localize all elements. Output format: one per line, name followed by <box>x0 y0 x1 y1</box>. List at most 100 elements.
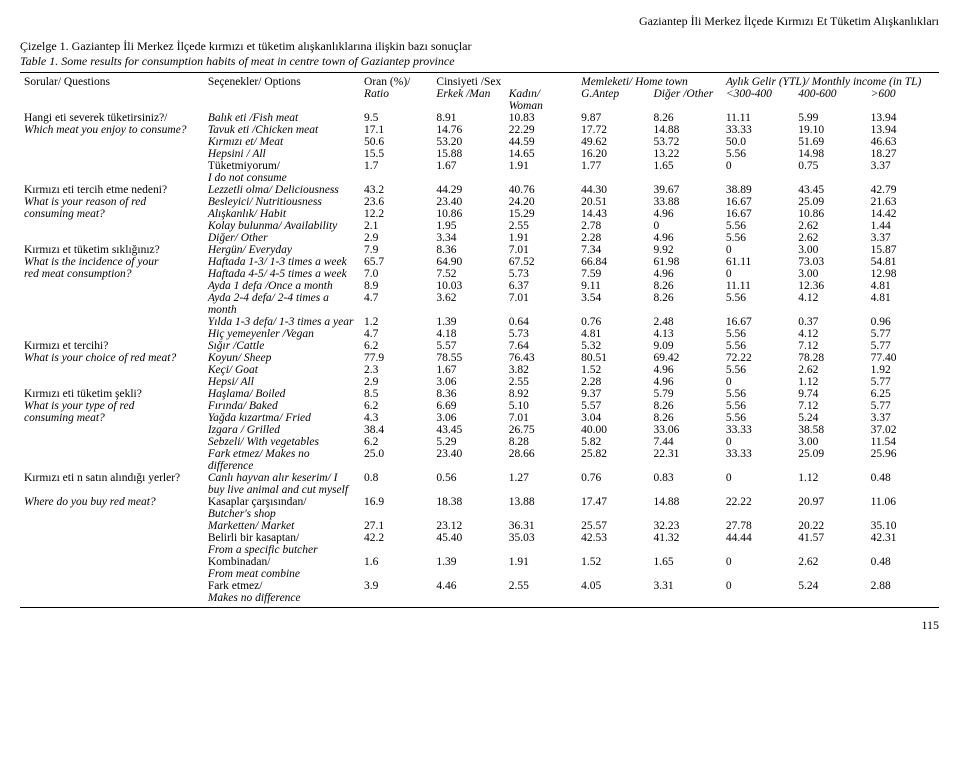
option-cell: Hepsini / All <box>204 148 360 160</box>
value-cell: 28.66 <box>505 448 577 472</box>
col-options: Seçenekler/ Options <box>204 76 360 88</box>
value-cell: 5.56 <box>722 148 794 160</box>
value-cell: 5.57 <box>432 340 504 352</box>
value-cell: 2.55 <box>505 220 577 232</box>
value-cell: 0 <box>722 556 794 568</box>
option-cell: Makes no difference <box>204 592 360 604</box>
value-cell: 23.40 <box>432 196 504 208</box>
value-cell: 8.26 <box>649 280 721 292</box>
option-cell: I do not consume <box>204 172 360 184</box>
value-cell: 2.62 <box>794 220 866 232</box>
table-row: Yılda 1-3 defa/ 1-3 times a year1.21.390… <box>20 316 939 328</box>
value-cell: 22.29 <box>505 124 577 136</box>
value-cell: 3.00 <box>794 436 866 448</box>
question-cell: What is your choice of red meat? <box>20 352 204 364</box>
value-cell: 7.9 <box>360 244 432 256</box>
value-cell: 51.69 <box>794 136 866 148</box>
value-cell: 9.92 <box>649 244 721 256</box>
table-row: Kırmızı eti tüketim şekli?Haşlama/ Boile… <box>20 388 939 400</box>
sub-woman: Kadın/ Woman <box>505 88 577 112</box>
value-cell: 13.94 <box>867 124 939 136</box>
value-cell: 8.9 <box>360 280 432 292</box>
value-cell: 3.04 <box>577 412 649 424</box>
value-cell: 4.46 <box>432 580 504 592</box>
value-cell: 33.88 <box>649 196 721 208</box>
value-cell <box>360 544 432 556</box>
value-cell: 1.44 <box>867 220 939 232</box>
value-cell: 1.52 <box>577 364 649 376</box>
value-cell: 15.29 <box>505 208 577 220</box>
option-cell: Tüketmiyorum/ <box>204 160 360 172</box>
question-cell <box>20 424 204 436</box>
value-cell <box>649 568 721 580</box>
value-cell: 11.11 <box>722 280 794 292</box>
option-cell: Haftada 4-5/ 4-5 times a week <box>204 268 360 280</box>
value-cell: 18.27 <box>867 148 939 160</box>
value-cell: 25.96 <box>867 448 939 472</box>
value-cell: 7.01 <box>505 412 577 424</box>
question-cell <box>20 532 204 544</box>
page-number: 115 <box>20 618 939 633</box>
value-cell: 5.56 <box>722 400 794 412</box>
value-cell: 25.0 <box>360 448 432 472</box>
value-cell: 4.96 <box>649 268 721 280</box>
table-row: Fark etmez/3.94.462.554.053.3105.242.88 <box>20 580 939 592</box>
question-cell: Kırmızı eti n satın alındığı yerler? <box>20 472 204 496</box>
table-row: Belirli bir kasaptan/42.245.4035.0342.53… <box>20 532 939 544</box>
value-cell <box>722 508 794 520</box>
value-cell <box>505 568 577 580</box>
question-cell <box>20 136 204 148</box>
sub-inc2: 400-600 <box>794 88 866 112</box>
value-cell: 44.44 <box>722 532 794 544</box>
option-cell: Alışkanlık/ Habit <box>204 208 360 220</box>
value-cell: 4.05 <box>577 580 649 592</box>
table-row: consuming meat?Yağda kızartma/ Fried4.33… <box>20 412 939 424</box>
table-row: What is the incidence of yourHaftada 1-3… <box>20 256 939 268</box>
value-cell: 6.2 <box>360 436 432 448</box>
question-cell <box>20 556 204 568</box>
value-cell: 0 <box>722 580 794 592</box>
value-cell: 69.42 <box>649 352 721 364</box>
option-cell: Fark etmez/ <box>204 580 360 592</box>
value-cell <box>432 508 504 520</box>
table-row: Ayda 1 defa /Once a month8.910.036.379.1… <box>20 280 939 292</box>
value-cell: 2.9 <box>360 232 432 244</box>
option-cell: Haşlama/ Boiled <box>204 388 360 400</box>
value-cell: 40.76 <box>505 184 577 196</box>
value-cell: 0.83 <box>649 472 721 496</box>
value-cell: 7.44 <box>649 436 721 448</box>
value-cell: 25.82 <box>577 448 649 472</box>
table-row: Kırmızı eti tercih etme nedeni?Lezzetli … <box>20 184 939 196</box>
value-cell: 8.92 <box>505 388 577 400</box>
value-cell: 6.25 <box>867 388 939 400</box>
value-cell: 7.01 <box>505 244 577 256</box>
value-cell: 25.09 <box>794 448 866 472</box>
value-cell: 0 <box>722 472 794 496</box>
value-cell <box>360 172 432 184</box>
value-cell: 7.0 <box>360 268 432 280</box>
value-cell <box>360 568 432 580</box>
table-row: Hepsi/ All2.93.062.552.284.9601.125.77 <box>20 376 939 388</box>
option-cell: Marketten/ Market <box>204 520 360 532</box>
value-cell: 72.22 <box>722 352 794 364</box>
value-cell: 54.81 <box>867 256 939 268</box>
question-cell <box>20 220 204 232</box>
rule-bottom <box>20 607 939 608</box>
value-cell: 40.00 <box>577 424 649 436</box>
question-cell <box>20 508 204 520</box>
value-cell: 5.82 <box>577 436 649 448</box>
value-cell: 77.9 <box>360 352 432 364</box>
question-cell <box>20 232 204 244</box>
option-cell: Sığır /Cattle <box>204 340 360 352</box>
value-cell: 17.1 <box>360 124 432 136</box>
option-cell: Kombinadan/ <box>204 556 360 568</box>
value-cell: 42.53 <box>577 532 649 544</box>
value-cell: 14.76 <box>432 124 504 136</box>
table-row: Hiç yemeyenler /Vegan4.74.185.734.814.13… <box>20 328 939 340</box>
table-row: What is your type of redFırında/ Baked6.… <box>20 400 939 412</box>
value-cell: 38.58 <box>794 424 866 436</box>
value-cell: 10.86 <box>794 208 866 220</box>
value-cell: 43.45 <box>432 424 504 436</box>
value-cell: 4.96 <box>649 364 721 376</box>
value-cell: 5.56 <box>722 388 794 400</box>
